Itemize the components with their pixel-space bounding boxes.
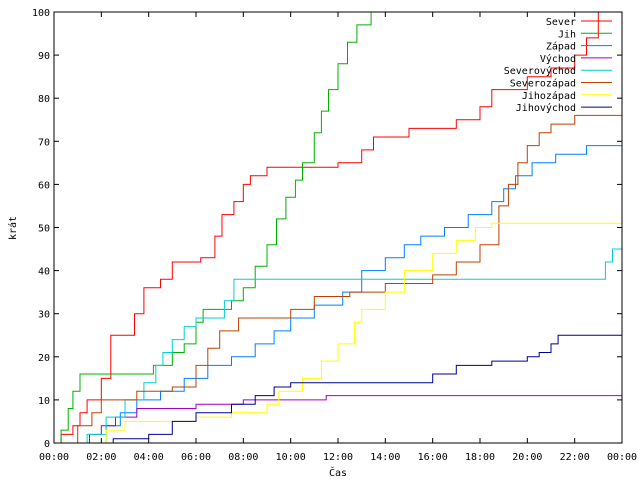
y-tick-label: 0 bbox=[44, 439, 50, 450]
y-axis-label: krát bbox=[7, 216, 19, 240]
x-tick-labels: 00:00 02:00 04:00 06:00 08:00 10:00 12:00 14:00… bbox=[39, 452, 637, 463]
legend-label: Jih bbox=[558, 29, 576, 40]
x-axis-label: Čas bbox=[329, 466, 347, 479]
y-tick-label: 80 bbox=[38, 94, 50, 105]
legend-label: Západ bbox=[546, 41, 576, 53]
legend-label: Jihozápad bbox=[522, 90, 576, 102]
x-tick-label: 08:00 bbox=[228, 452, 258, 463]
legend-label: Jihovýchod bbox=[516, 102, 576, 114]
series-line-2 bbox=[54, 12, 622, 443]
y-tick-labels: 0 10 20 30 40 50 60 70 80 90 100 bbox=[32, 8, 50, 450]
x-tick-label: 16:00 bbox=[418, 452, 448, 463]
legend-label: Východ bbox=[540, 53, 576, 65]
x-tick-label: 12:00 bbox=[323, 452, 353, 463]
plot-frame bbox=[53, 11, 623, 444]
y-tick-label: 10 bbox=[38, 396, 50, 407]
x-tick-label: 00:00 bbox=[607, 452, 637, 463]
x-tick-label: 00:00 bbox=[39, 452, 69, 463]
y-tick-label: 90 bbox=[38, 51, 50, 62]
legend: SeverJihZápadVýchodSeverovýchodSeverozáp… bbox=[504, 17, 612, 114]
y-tick-label: 100 bbox=[32, 8, 50, 19]
x-tick-label: 04:00 bbox=[134, 452, 164, 463]
y-tick-label: 20 bbox=[38, 353, 50, 364]
series-line-6 bbox=[54, 114, 622, 443]
x-tick-label: 20:00 bbox=[512, 452, 542, 463]
y-tick-label: 70 bbox=[38, 137, 50, 148]
series-line-8 bbox=[54, 334, 622, 443]
x-tick-label: 14:00 bbox=[370, 452, 400, 463]
legend-label: Severovýchod bbox=[504, 65, 576, 77]
legend-label: Sever bbox=[546, 17, 576, 28]
y-tick-label: 30 bbox=[38, 310, 50, 321]
series-line-1 bbox=[54, 12, 622, 443]
y-tick-label: 60 bbox=[38, 180, 50, 191]
y-tick-label: 50 bbox=[38, 224, 50, 235]
legend-label: Severozápad bbox=[510, 78, 576, 90]
x-tick-label: 22:00 bbox=[560, 452, 590, 463]
series-line-5 bbox=[54, 248, 622, 443]
series-lines bbox=[54, 12, 622, 443]
x-tick-label: 02:00 bbox=[86, 452, 116, 463]
x-tick-label: 10:00 bbox=[276, 452, 306, 463]
x-tick-label: 06:00 bbox=[181, 452, 211, 463]
y-tick-label: 40 bbox=[38, 267, 50, 278]
x-tick-label: 18:00 bbox=[465, 452, 495, 463]
